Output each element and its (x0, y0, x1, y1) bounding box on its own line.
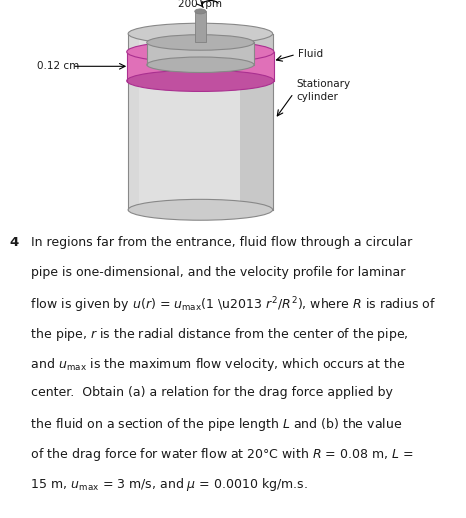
Ellipse shape (128, 199, 273, 220)
Ellipse shape (128, 23, 273, 44)
Bar (240, 34, 273, 210)
Text: 4: 4 (9, 236, 19, 249)
Text: flow is given by $u(r)$ = $u_{\rm max}$(1 \u2013 $r^2/R^2$), where $R$ is radius: flow is given by $u(r)$ = $u_{\rm max}$(… (19, 296, 436, 315)
Text: 200 rpm: 200 rpm (178, 0, 222, 9)
Text: 0.12 cm: 0.12 cm (37, 61, 80, 71)
Text: of the drag force for water flow at 20°C with $R$ = 0.08 m, $L$ =: of the drag force for water flow at 20°C… (19, 446, 413, 463)
Ellipse shape (147, 35, 254, 50)
Bar (128, 34, 139, 210)
Bar (128, 34, 273, 210)
Text: Stationary
cylinder: Stationary cylinder (296, 79, 350, 102)
Text: and $u_{\rm max}$ is the maximum flow velocity, which occurs at the: and $u_{\rm max}$ is the maximum flow ve… (19, 356, 405, 373)
Text: center.  Obtain (a) a relation for the drag force applied by: center. Obtain (a) a relation for the dr… (19, 386, 392, 399)
Text: the pipe, $r$ is the radial distance from the center of the pipe,: the pipe, $r$ is the radial distance fro… (19, 326, 408, 343)
Ellipse shape (195, 9, 206, 14)
Bar (195, 11, 206, 42)
Bar (147, 42, 254, 65)
Text: the fluid on a section of the pipe length $L$ and (b) the value: the fluid on a section of the pipe lengt… (19, 416, 402, 433)
Ellipse shape (147, 57, 254, 73)
Text: Fluid: Fluid (298, 49, 323, 60)
Bar (127, 52, 274, 81)
Text: 15 m, $u_{\rm max}$ = 3 m/s, and $\mu$ = 0.0010 kg/m.s.: 15 m, $u_{\rm max}$ = 3 m/s, and $\mu$ =… (19, 476, 308, 493)
Text: pipe is one-dimensional, and the velocity profile for laminar: pipe is one-dimensional, and the velocit… (19, 266, 405, 279)
Ellipse shape (127, 41, 274, 63)
Ellipse shape (127, 70, 274, 92)
Text: In regions far from the entrance, fluid flow through a circular: In regions far from the entrance, fluid … (19, 236, 412, 249)
